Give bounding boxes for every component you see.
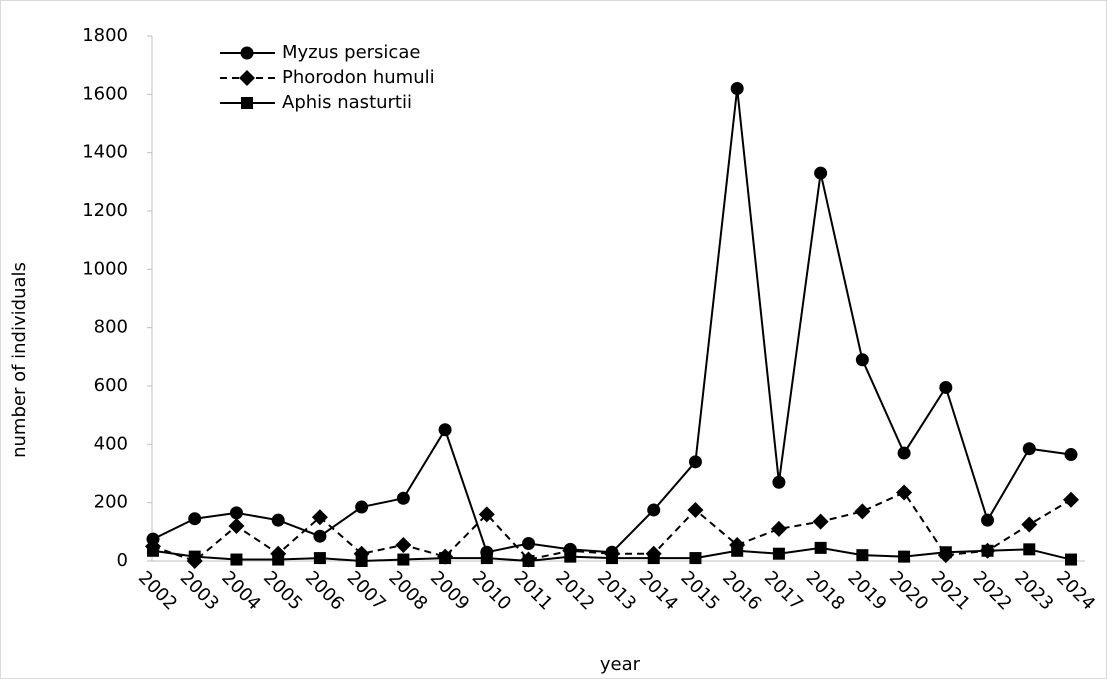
data-point — [687, 501, 704, 518]
data-point — [313, 552, 326, 565]
data-point — [647, 503, 661, 517]
data-point — [188, 512, 202, 526]
data-point — [854, 503, 871, 520]
data-point — [1063, 491, 1079, 508]
data-point — [939, 546, 952, 559]
x-axis-label: year — [600, 654, 641, 675]
legend-label: Aphis nasturtii — [282, 92, 412, 113]
data-point — [438, 423, 452, 437]
data-point — [395, 536, 412, 553]
data-point — [606, 552, 618, 565]
data-point — [1064, 448, 1078, 462]
data-point — [439, 552, 452, 565]
data-point — [355, 500, 369, 514]
data-point — [812, 513, 829, 530]
data-point — [271, 513, 285, 527]
y-tick-label: 1400 — [82, 142, 128, 163]
y-tick-label: 1600 — [82, 83, 128, 104]
data-point — [311, 509, 328, 526]
data-point — [855, 353, 869, 367]
data-point — [730, 82, 744, 95]
data-point — [564, 550, 577, 563]
data-point — [898, 550, 911, 563]
data-point — [1065, 553, 1077, 566]
y-axis-label: number of individuals — [9, 262, 30, 458]
data-point — [856, 549, 869, 562]
y-tick-label: 200 — [94, 492, 128, 513]
y-tick-label: 400 — [94, 433, 128, 454]
y-tick-label: 1200 — [82, 200, 128, 221]
series-line — [152, 491, 1072, 563]
data-point — [1023, 543, 1036, 556]
data-point — [1021, 516, 1038, 533]
data-point — [689, 552, 702, 565]
data-point — [355, 555, 368, 567]
data-point — [896, 484, 913, 501]
data-point — [229, 506, 243, 520]
y-tick-label: 800 — [94, 317, 128, 338]
data-point — [981, 544, 994, 557]
y-tick-label: 0 — [117, 550, 128, 571]
data-point — [480, 552, 493, 565]
data-point — [1022, 442, 1036, 456]
legend-label: Phorodon humuli — [282, 67, 435, 88]
data-point — [147, 544, 159, 557]
data-point — [647, 552, 660, 565]
data-point — [939, 380, 953, 394]
data-point — [897, 446, 911, 460]
data-point — [522, 537, 536, 550]
data-point — [772, 547, 785, 560]
y-tick-label: 1800 — [82, 25, 128, 46]
legend-marker — [239, 70, 255, 86]
data-point — [188, 550, 201, 563]
data-point — [688, 455, 702, 469]
data-point — [396, 491, 410, 505]
data-point — [313, 529, 327, 543]
data-point — [272, 553, 285, 566]
data-point — [770, 520, 787, 537]
y-tick-label: 1000 — [82, 258, 128, 279]
data-point — [478, 506, 495, 523]
data-point — [397, 553, 410, 566]
data-point — [981, 513, 995, 527]
data-point — [228, 518, 245, 534]
data-point — [772, 475, 786, 489]
data-point — [814, 541, 827, 554]
data-point — [731, 544, 744, 557]
y-tick-label: 600 — [94, 375, 128, 396]
legend-label: Myzus persicae — [282, 42, 420, 63]
legend-marker — [240, 46, 254, 60]
data-point — [814, 166, 828, 180]
data-point — [522, 555, 535, 567]
data-point — [230, 553, 243, 566]
legend-marker — [241, 97, 253, 109]
